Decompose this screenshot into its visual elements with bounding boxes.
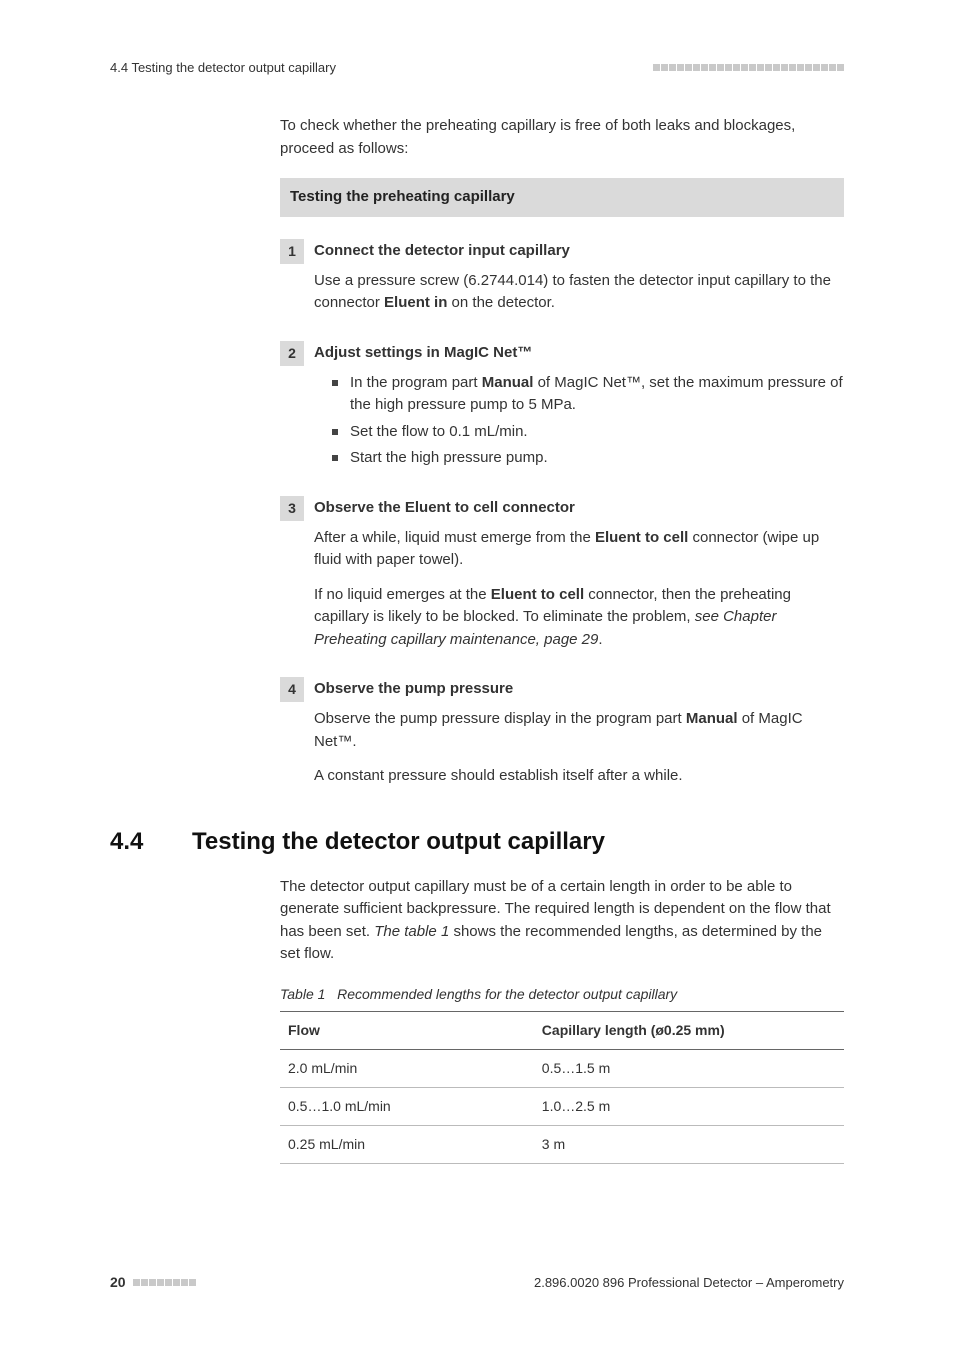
step-paragraph: Observe the pump pressure display in the… <box>314 708 844 753</box>
footer-ornament <box>132 1279 196 1286</box>
step-header: 4 Observe the pump pressure <box>280 677 844 702</box>
list-item: In the program part Manual of MagIC Net™… <box>332 372 844 417</box>
list-item: Start the high pressure pump. <box>332 447 844 470</box>
step: 1 Connect the detector input capillary U… <box>280 239 844 315</box>
step-title: Connect the detector input capillary <box>314 239 570 263</box>
text: In the program part <box>350 374 482 391</box>
header-ornament <box>652 64 844 71</box>
step-title: Adjust settings in MagIC Net™ <box>314 341 532 365</box>
table-header-cell: Capillary length (ø0.25 mm) <box>534 1011 844 1049</box>
bullet-list: In the program part Manual of MagIC Net™… <box>332 372 844 470</box>
text: on the detector. <box>447 294 555 311</box>
table-row: 0.5…1.0 mL/min 1.0…2.5 m <box>280 1087 844 1125</box>
table-header-row: Flow Capillary length (ø0.25 mm) <box>280 1011 844 1049</box>
inline-bold: Eluent to cell <box>491 586 584 603</box>
procedure-title: Testing the preheating capillary <box>280 178 844 217</box>
table-caption: Table 1 Recommended lengths for the dete… <box>280 984 844 1005</box>
step-number: 1 <box>280 239 304 264</box>
recommended-lengths-table: Flow Capillary length (ø0.25 mm) 2.0 mL/… <box>280 1011 844 1164</box>
page-number-block: 20 <box>110 1274 196 1290</box>
step-paragraph: After a while, liquid must emerge from t… <box>314 527 844 572</box>
step-paragraph: If no liquid emerges at the Eluent to ce… <box>314 584 844 652</box>
inline-bold: Eluent in <box>384 294 447 311</box>
step-header: 3 Observe the Eluent to cell connector <box>280 496 844 521</box>
inline-italic: The table 1 <box>374 923 449 940</box>
table-cell: 3 m <box>534 1125 844 1163</box>
section-paragraph: The detector output capillary must be of… <box>280 876 844 966</box>
table-row: 0.25 mL/min 3 m <box>280 1125 844 1163</box>
step-paragraph: A constant pressure should establish its… <box>314 765 844 788</box>
step-number: 3 <box>280 496 304 521</box>
table-cell: 0.5…1.0 mL/min <box>280 1087 534 1125</box>
text: Observe the pump pressure display in the… <box>314 710 686 727</box>
step: 4 Observe the pump pressure Observe the … <box>280 677 844 788</box>
step-body: In the program part Manual of MagIC Net™… <box>314 372 844 470</box>
step: 3 Observe the Eluent to cell connector A… <box>280 496 844 652</box>
table-cell: 0.5…1.5 m <box>534 1049 844 1087</box>
page-number: 20 <box>110 1274 126 1290</box>
inline-bold: Manual <box>482 374 534 391</box>
section-title: Testing the detector output capillary <box>192 824 605 860</box>
table-header-cell: Flow <box>280 1011 534 1049</box>
text: . <box>598 631 602 648</box>
step-number: 2 <box>280 341 304 366</box>
section-heading: 4.4 Testing the detector output capillar… <box>110 824 844 860</box>
intro-paragraph: To check whether the preheating capillar… <box>280 115 844 160</box>
table-cell: 1.0…2.5 m <box>534 1087 844 1125</box>
caption-label: Table 1 <box>280 986 325 1002</box>
step-number: 4 <box>280 677 304 702</box>
section-number: 4.4 <box>110 824 192 860</box>
step-paragraph: Use a pressure screw (6.2744.014) to fas… <box>314 270 844 315</box>
inline-bold: Eluent to cell <box>595 529 688 546</box>
table-cell: 0.25 mL/min <box>280 1125 534 1163</box>
running-header: 4.4 Testing the detector output capillar… <box>110 60 844 75</box>
text: If no liquid emerges at the <box>314 586 491 603</box>
list-item: Set the flow to 0.1 mL/min. <box>332 421 844 444</box>
step-title: Observe the Eluent to cell connector <box>314 496 575 520</box>
step-title: Observe the pump pressure <box>314 677 513 701</box>
header-section-ref: 4.4 Testing the detector output capillar… <box>110 60 336 75</box>
inline-bold: Manual <box>686 710 738 727</box>
page-content: To check whether the preheating capillar… <box>280 115 844 1164</box>
step-body: Use a pressure screw (6.2744.014) to fas… <box>314 270 844 315</box>
step: 2 Adjust settings in MagIC Net™ In the p… <box>280 341 844 470</box>
table-row: 2.0 mL/min 0.5…1.5 m <box>280 1049 844 1087</box>
step-header: 2 Adjust settings in MagIC Net™ <box>280 341 844 366</box>
page-footer: 20 2.896.0020 896 Professional Detector … <box>110 1274 844 1290</box>
table-cell: 2.0 mL/min <box>280 1049 534 1087</box>
caption-text: Recommended lengths for the detector out… <box>337 986 677 1002</box>
step-header: 1 Connect the detector input capillary <box>280 239 844 264</box>
step-body: After a while, liquid must emerge from t… <box>314 527 844 652</box>
footer-doc-id: 2.896.0020 896 Professional Detector – A… <box>534 1275 844 1290</box>
text: After a while, liquid must emerge from t… <box>314 529 595 546</box>
step-body: Observe the pump pressure display in the… <box>314 708 844 788</box>
